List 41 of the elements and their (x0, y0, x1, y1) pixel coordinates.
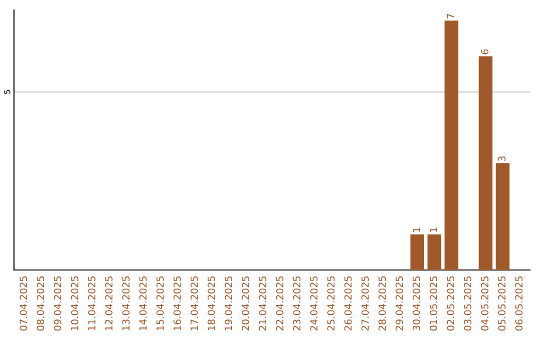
bar (427, 234, 442, 270)
x-tick-label: 08.04.2025 (36, 276, 44, 331)
x-tick-label: 03.05.2025 (464, 276, 472, 331)
x-tick-label: 12.04.2025 (105, 276, 113, 330)
x-tick-label: 30.04.2025 (412, 276, 420, 330)
data-label: 1 (430, 228, 437, 232)
x-tick-label: 13.04.2025 (122, 276, 130, 330)
bar (444, 20, 458, 270)
x-tick-label: 24.04.2025 (310, 276, 318, 331)
x-tick-label: 14.04.2025 (139, 276, 147, 330)
x-tick-label: 18.04.2025 (208, 276, 216, 330)
x-tick-label: 28.04.2025 (378, 276, 386, 331)
bar (478, 56, 492, 270)
bar (410, 234, 424, 270)
x-tick-label: 22.04.2025 (276, 276, 284, 331)
x-tick-label: 11.04.2025 (88, 276, 96, 330)
data-label: 6 (481, 49, 488, 54)
x-tick-label: 23.04.2025 (293, 276, 300, 331)
x-tick-label: 10.04.2025 (70, 276, 78, 330)
x-tick-label: 04.05.2025 (481, 276, 488, 331)
x-tick-label: 01.05.2025 (430, 276, 438, 331)
x-tick-label: 07.04.2025 (20, 276, 28, 331)
data-label: 7 (447, 14, 454, 18)
x-tick-label: 25.04.2025 (327, 276, 335, 331)
x-tick-label: 06.05.2025 (515, 276, 523, 331)
bar (496, 163, 510, 270)
x-tick-label: 27.04.2025 (361, 276, 369, 331)
x-tick-label: 05.05.2025 (498, 276, 506, 331)
x-tick-label: 16.04.2025 (173, 276, 181, 330)
x-tick-label: 21.04.2025 (258, 276, 266, 331)
x-tick-label: 09.04.2025 (54, 276, 62, 331)
x-tick-label: 29.04.2025 (396, 276, 403, 331)
x-tick-label: 26.04.2025 (344, 276, 352, 331)
x-tick-label: 19.04.2025 (224, 276, 232, 330)
data-label: 3 (498, 156, 506, 162)
x-tick-label: 20.04.2025 (242, 276, 250, 331)
ref-line-label: 5 (4, 90, 10, 94)
x-tick-label: 15.04.2025 (156, 276, 164, 330)
x-tick-label: 02.05.2025 (446, 276, 454, 331)
data-label: 1 (412, 228, 420, 232)
x-tick-label: 17.04.2025 (190, 276, 198, 330)
